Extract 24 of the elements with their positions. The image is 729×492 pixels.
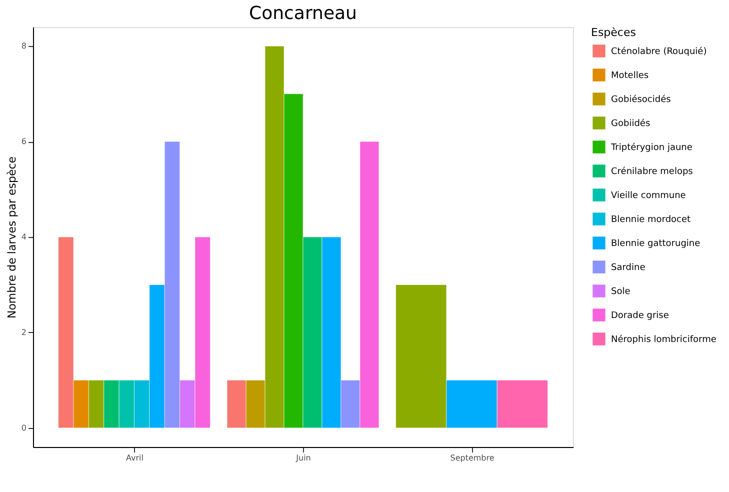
x-tick-label: Septembre xyxy=(450,454,494,462)
legend-label: Sardine xyxy=(611,263,646,273)
legend-label: Gobiésocidés xyxy=(611,94,672,105)
y-tick-label: 4 xyxy=(21,232,26,242)
y-tick-label: 6 xyxy=(21,137,26,146)
legend-label: Nérophis lombriciforme xyxy=(611,334,717,345)
legend-label: Motelles xyxy=(611,71,649,81)
legend-label: Dorade grise xyxy=(611,311,670,321)
legend-title: Espèces xyxy=(591,26,636,39)
legend-label: Sole xyxy=(611,287,631,297)
y-tick-label: 8 xyxy=(21,42,26,51)
legend-label: Triptérygion jaune xyxy=(610,142,693,153)
legend-label: Cténolabre (Rouquié) xyxy=(611,46,707,57)
x-tick-label: Juin xyxy=(295,454,311,462)
y-tick-label: 2 xyxy=(21,328,26,337)
y-axis-title: Nombre de larves par espèce xyxy=(5,156,18,319)
legend-label: Blennie gattorugine xyxy=(611,239,701,249)
y-tick-label: 0 xyxy=(21,423,26,432)
legend-label: Crénilabre melops xyxy=(611,166,694,177)
chart-title: Concarneau xyxy=(249,3,357,24)
legend-label: Gobiidés xyxy=(611,118,650,129)
legend-label: Blennie mordocet xyxy=(611,215,692,225)
legend-label: Vieille commune xyxy=(611,191,686,201)
x-tick-label: Avril xyxy=(126,454,144,462)
